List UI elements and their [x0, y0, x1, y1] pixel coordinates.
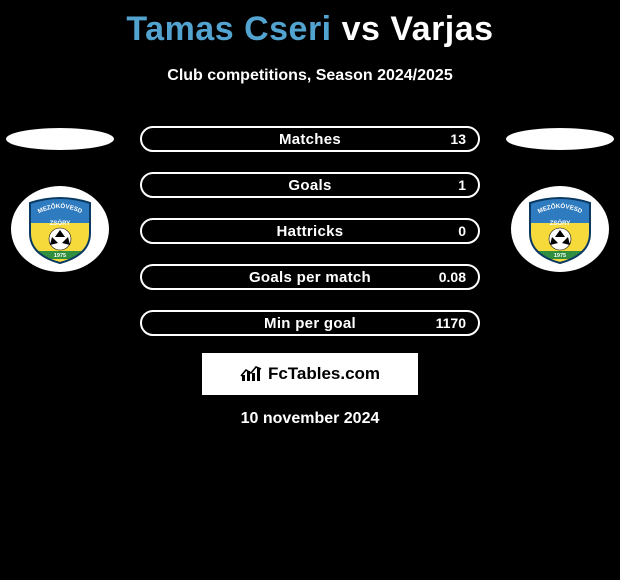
stat-label: Goals per match — [142, 266, 478, 288]
stat-label: Min per goal — [142, 312, 478, 334]
player2-name: Varjas — [390, 10, 493, 48]
player2-flag-placeholder — [506, 128, 614, 150]
stat-bar: 0Hattricks — [140, 218, 480, 244]
vs-label: vs — [342, 10, 381, 48]
stat-bar: 13Matches — [140, 126, 480, 152]
badge-bottom-text: ZSÓRY — [50, 219, 70, 227]
comparison-card: Tamas Cseri vs Varjas Club competitions,… — [0, 0, 620, 85]
page-title: Tamas Cseri vs Varjas — [0, 0, 620, 49]
badge-year: 1975 — [554, 253, 566, 259]
stat-bar: 1170Min per goal — [140, 310, 480, 336]
club-shield-icon: MEZŐKÖVESD ZSÓRY 1975 — [24, 193, 96, 265]
chart-icon — [240, 365, 262, 383]
brand-text: FcTables.com — [268, 364, 380, 384]
stat-bar: 0.08Goals per match — [140, 264, 480, 290]
player2-column: MEZŐKÖVESD ZSÓRY 1975 — [500, 126, 620, 272]
player1-club-badge: MEZŐKÖVESD ZSÓRY 1975 — [11, 186, 109, 272]
player1-name: Tamas Cseri — [126, 10, 331, 48]
stat-bar: 1Goals — [140, 172, 480, 198]
player2-club-badge: MEZŐKÖVESD ZSÓRY 1975 — [511, 186, 609, 272]
badge-bottom-text: ZSÓRY — [550, 219, 570, 227]
subtitle: Club competitions, Season 2024/2025 — [0, 67, 620, 85]
stat-bars: 13Matches 1Goals 0Hattricks 0.08Goals per m… — [140, 126, 480, 356]
badge-year: 1975 — [54, 253, 66, 259]
stat-label: Hattricks — [142, 220, 478, 242]
generated-date: 10 november 2024 — [0, 410, 620, 428]
brand-box[interactable]: FcTables.com — [202, 353, 418, 395]
player1-flag-placeholder — [6, 128, 114, 150]
stat-label: Goals — [142, 174, 478, 196]
club-shield-icon: MEZŐKÖVESD ZSÓRY 1975 — [524, 193, 596, 265]
stat-label: Matches — [142, 128, 478, 150]
player1-column: MEZŐKÖVESD ZSÓRY 1975 — [0, 126, 120, 272]
